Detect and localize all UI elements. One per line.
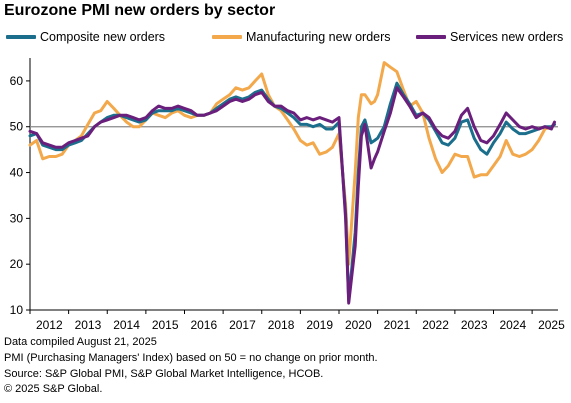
legend-label-services: Services new orders xyxy=(450,30,564,44)
legend-label-composite: Composite new orders xyxy=(40,30,166,44)
y-tick-label: 40 xyxy=(10,166,24,180)
footnote-date: Data compiled August 21, 2025 xyxy=(4,336,157,348)
x-tick-label: 2017 xyxy=(229,318,256,332)
legend-item-composite: Composite new orders xyxy=(6,30,165,44)
legend-label-manufacturing: Manufacturing new orders xyxy=(246,30,391,44)
x-tick-label: 2021 xyxy=(384,318,411,332)
x-tick-label: 2023 xyxy=(461,318,488,332)
x-tick-label: 2013 xyxy=(75,318,102,332)
y-tick-label: 10 xyxy=(10,303,24,317)
x-tick-label: 2015 xyxy=(152,318,179,332)
x-tick-label: 2024 xyxy=(499,318,526,332)
x-tick-label: 2014 xyxy=(113,318,140,332)
y-tick-label: 20 xyxy=(10,257,24,271)
footnote-copyright: © 2025 S&P Global. xyxy=(4,383,103,396)
series-line-composite xyxy=(28,81,556,303)
line-chart: 10 20 30 40 50 60 2012 2013 2014 2015 2016 2017 2018… xyxy=(10,58,565,332)
series-line-manufacturing xyxy=(28,61,556,266)
footnote-source: Source: S&P Global PMI, S&P Global Marke… xyxy=(4,367,324,380)
x-tick-label: 2020 xyxy=(345,318,372,332)
footnote-pmi-definition: PMI (Purchasing Managers' Index) based o… xyxy=(4,351,378,364)
y-tick-label: 50 xyxy=(10,120,24,134)
legend-swatch-composite xyxy=(6,35,36,39)
footnotes: Data compiled August 21, 2025 PMI (Purch… xyxy=(4,335,378,398)
x-tick-label: 2012 xyxy=(36,318,63,332)
legend-swatch-services xyxy=(416,35,446,39)
legend-swatch-manufacturing xyxy=(212,35,242,39)
x-tick-label: 2018 xyxy=(268,318,295,332)
y-tick-label: 60 xyxy=(10,74,24,88)
x-tick-label: 2022 xyxy=(422,318,449,332)
legend-item-services: Services new orders xyxy=(416,30,563,44)
x-tick-label: 2016 xyxy=(190,318,217,332)
chart-title: Eurozone PMI new orders by sector xyxy=(4,2,276,19)
legend-item-manufacturing: Manufacturing new orders xyxy=(212,30,391,44)
x-tick-label: 2019 xyxy=(306,318,333,332)
series-line-services xyxy=(28,86,556,305)
x-tick-label: 2025 xyxy=(538,318,565,332)
y-tick-label: 30 xyxy=(10,211,24,225)
